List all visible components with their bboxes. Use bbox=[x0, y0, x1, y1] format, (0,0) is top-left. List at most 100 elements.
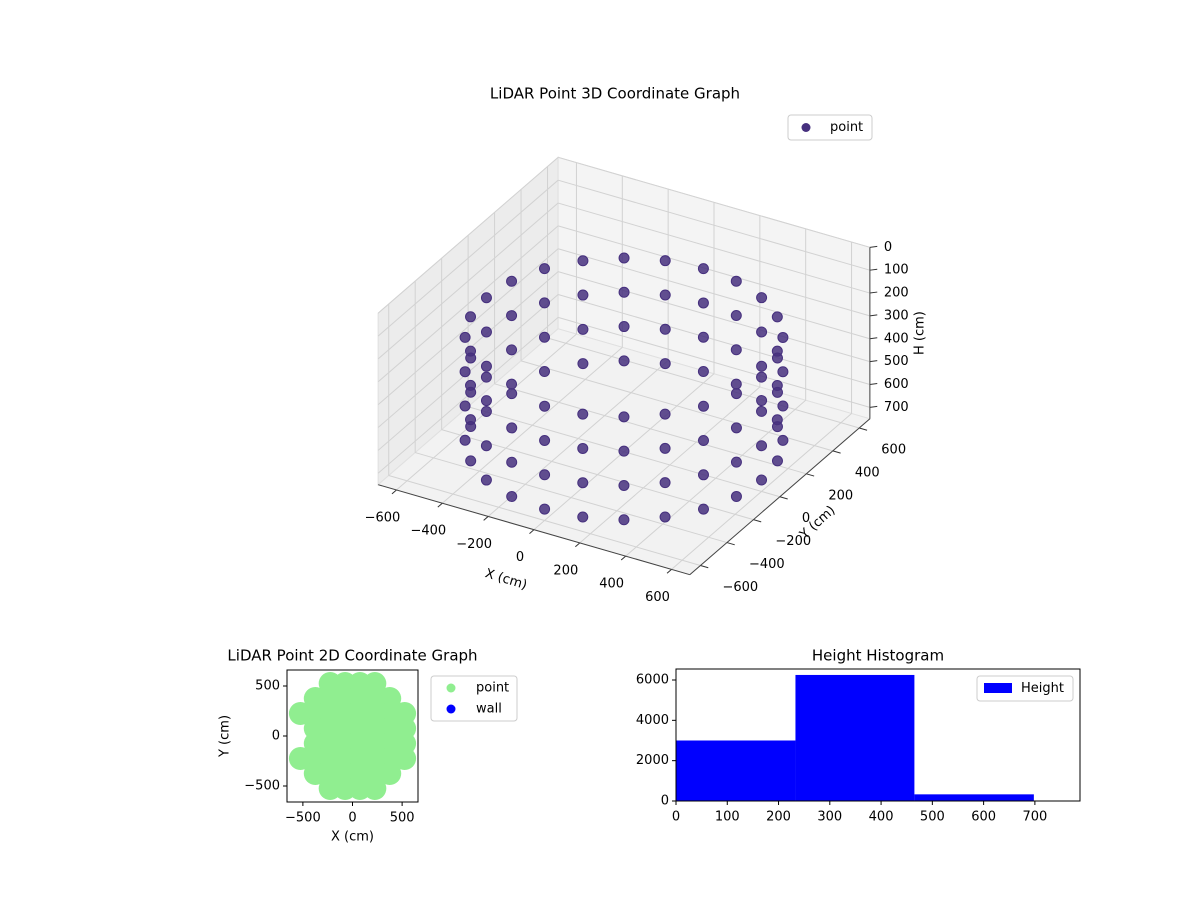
axis-line bbox=[689, 418, 871, 576]
point bbox=[539, 469, 551, 481]
point bbox=[539, 331, 551, 343]
x-tick-label: 300 bbox=[817, 810, 842, 825]
tick-mark bbox=[700, 565, 709, 569]
y-tick-label: 0 bbox=[661, 794, 669, 809]
point bbox=[480, 292, 492, 304]
tick-mark bbox=[726, 542, 735, 546]
point bbox=[506, 491, 518, 503]
point bbox=[697, 469, 709, 481]
point bbox=[465, 386, 477, 398]
point bbox=[577, 477, 589, 489]
chart-title: LiDAR Point 3D Coordinate Graph bbox=[490, 85, 740, 103]
point bbox=[618, 514, 630, 526]
point bbox=[730, 456, 742, 468]
point bbox=[697, 503, 709, 515]
x-tick-label: −500 bbox=[285, 811, 321, 826]
z-tick-label: 200 bbox=[884, 286, 909, 301]
grid-line bbox=[557, 156, 871, 248]
tick-mark bbox=[869, 291, 878, 294]
point bbox=[730, 275, 742, 287]
y-tick-label: 0 bbox=[802, 511, 810, 526]
point bbox=[659, 408, 671, 420]
point bbox=[539, 400, 551, 412]
point bbox=[697, 331, 709, 343]
point bbox=[480, 360, 492, 372]
tick-mark bbox=[869, 383, 878, 385]
x-axis-label: X (cm) bbox=[483, 566, 529, 593]
point bbox=[506, 310, 518, 322]
point bbox=[771, 311, 783, 323]
z-tick-label: 600 bbox=[884, 377, 909, 392]
point bbox=[618, 321, 630, 333]
tick-mark bbox=[753, 519, 762, 523]
x-tick-label: 600 bbox=[645, 590, 670, 605]
tick-mark bbox=[869, 337, 878, 340]
point bbox=[756, 326, 768, 338]
point bbox=[459, 434, 471, 446]
point bbox=[465, 421, 477, 433]
grid-line bbox=[377, 156, 559, 314]
x-tick-label: −600 bbox=[365, 510, 401, 525]
tick-mark bbox=[832, 450, 841, 454]
bar bbox=[795, 674, 915, 801]
tick-mark bbox=[859, 427, 868, 431]
y-tick-label: 600 bbox=[881, 442, 906, 457]
point bbox=[777, 434, 789, 446]
chart-title: LiDAR Point 2D Coordinate Graph bbox=[227, 647, 477, 665]
tick-mark bbox=[869, 268, 878, 271]
point bbox=[363, 777, 387, 800]
point bbox=[659, 511, 671, 523]
point bbox=[506, 378, 518, 390]
point bbox=[539, 366, 551, 378]
z-tick-label: 500 bbox=[884, 354, 909, 369]
point bbox=[577, 408, 589, 420]
point bbox=[756, 405, 768, 417]
point bbox=[756, 371, 768, 383]
grid-line bbox=[377, 179, 559, 337]
point bbox=[506, 344, 518, 356]
point bbox=[659, 358, 671, 370]
y-tick-label: −500 bbox=[244, 779, 280, 794]
point bbox=[756, 395, 768, 407]
tick-mark bbox=[806, 473, 815, 477]
legend-label: Height bbox=[1021, 681, 1064, 696]
tick-mark bbox=[869, 405, 878, 408]
point bbox=[480, 405, 492, 417]
tick-mark bbox=[620, 555, 627, 561]
point bbox=[465, 455, 477, 467]
point bbox=[480, 371, 492, 383]
point bbox=[539, 263, 551, 275]
y-tick-label: −600 bbox=[722, 580, 758, 595]
point bbox=[577, 255, 589, 267]
point bbox=[756, 360, 768, 372]
point bbox=[697, 435, 709, 447]
x-tick-label: 600 bbox=[971, 810, 996, 825]
point bbox=[539, 297, 551, 309]
point bbox=[756, 440, 768, 452]
x-tick-label: 500 bbox=[390, 811, 415, 826]
y-tick-label: 500 bbox=[255, 679, 280, 694]
point bbox=[506, 388, 518, 400]
point bbox=[618, 411, 630, 423]
tick-mark bbox=[391, 489, 397, 495]
point bbox=[577, 442, 589, 454]
y-tick-label: −400 bbox=[749, 557, 785, 572]
y-tick-label: 2000 bbox=[636, 753, 669, 768]
point bbox=[577, 358, 589, 370]
point bbox=[771, 352, 783, 364]
grid-line bbox=[388, 475, 701, 566]
point bbox=[459, 331, 471, 343]
legend-label: point bbox=[830, 120, 863, 135]
point bbox=[539, 503, 551, 515]
legend-marker bbox=[446, 704, 456, 714]
point bbox=[393, 747, 417, 770]
point bbox=[378, 762, 402, 785]
point bbox=[618, 479, 630, 491]
plot-area bbox=[288, 672, 417, 800]
point bbox=[480, 440, 492, 452]
point bbox=[577, 323, 589, 335]
grid-line bbox=[557, 202, 871, 294]
legend-box bbox=[787, 114, 873, 141]
grid-line bbox=[377, 202, 559, 360]
